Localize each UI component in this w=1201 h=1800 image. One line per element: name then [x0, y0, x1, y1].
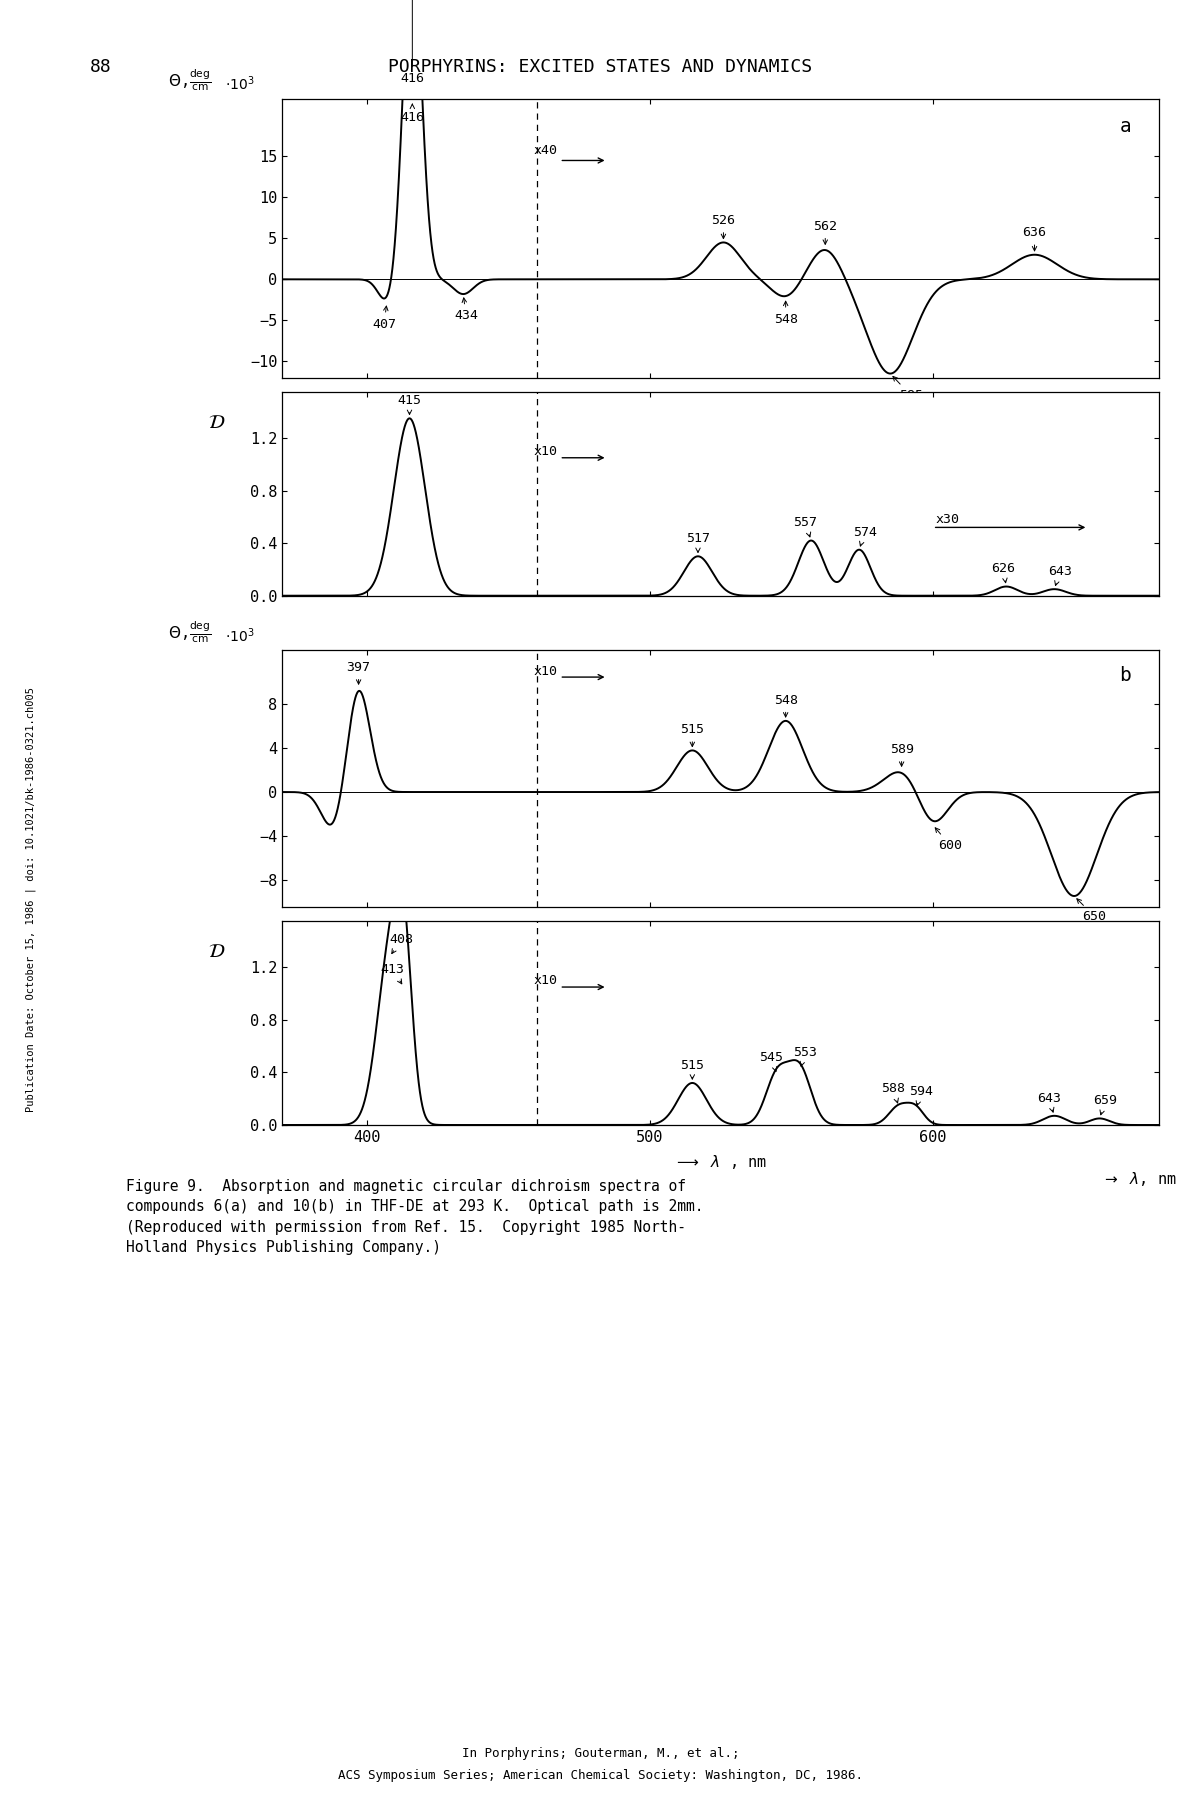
- Text: 588: 588: [882, 1082, 906, 1103]
- Text: Publication Date: October 15, 1986 | doi: 10.1021/bk-1986-0321.ch005: Publication Date: October 15, 1986 | doi…: [26, 688, 36, 1112]
- Text: 416: 416: [400, 0, 424, 85]
- Text: 574: 574: [853, 526, 877, 545]
- Text: 600: 600: [936, 828, 962, 851]
- Text: 515: 515: [680, 724, 704, 747]
- Text: 515: 515: [680, 1058, 704, 1078]
- Text: a: a: [1119, 117, 1131, 137]
- Text: 517: 517: [686, 533, 710, 553]
- Text: b: b: [1119, 666, 1131, 684]
- Text: 548: 548: [773, 301, 797, 326]
- Text: 416: 416: [400, 104, 424, 124]
- Text: 434: 434: [454, 299, 478, 322]
- Text: 553: 553: [794, 1046, 818, 1066]
- Text: ACS Symposium Series; American Chemical Society: Washington, DC, 1986.: ACS Symposium Series; American Chemical …: [337, 1769, 864, 1782]
- Text: 526: 526: [711, 214, 735, 239]
- Text: x10: x10: [534, 445, 558, 459]
- Text: $\mathcal{D}$: $\mathcal{D}$: [208, 943, 225, 961]
- Text: 626: 626: [991, 562, 1015, 583]
- Text: $\mathcal{D}$: $\mathcal{D}$: [208, 414, 225, 432]
- Text: $\cdot10^3$: $\cdot10^3$: [226, 626, 255, 644]
- Text: 643: 643: [1048, 565, 1072, 585]
- Text: 548: 548: [773, 693, 797, 716]
- Text: 415: 415: [398, 394, 422, 414]
- Text: $\Theta$,$\frac{\rm deg}{\rm cm}$: $\Theta$,$\frac{\rm deg}{\rm cm}$: [168, 68, 211, 94]
- Text: 643: 643: [1036, 1091, 1060, 1112]
- Text: 545: 545: [759, 1051, 783, 1071]
- Text: x40: x40: [534, 144, 558, 157]
- Text: 408: 408: [389, 932, 413, 954]
- Text: 407: 407: [372, 306, 396, 331]
- Text: Figure 9.  Absorption and magnetic circular dichroism spectra of
compounds 6(a) : Figure 9. Absorption and magnetic circul…: [126, 1179, 704, 1255]
- Text: 562: 562: [813, 220, 837, 245]
- X-axis label: $\longrightarrow$ $\lambda$ , nm: $\longrightarrow$ $\lambda$ , nm: [674, 1154, 767, 1172]
- Text: 659: 659: [1093, 1094, 1117, 1114]
- Text: In Porphyrins; Gouterman, M., et al.;: In Porphyrins; Gouterman, M., et al.;: [461, 1748, 740, 1760]
- Text: $\rightarrow$ $\lambda$, nm: $\rightarrow$ $\lambda$, nm: [1101, 1170, 1177, 1188]
- Text: x10: x10: [534, 974, 558, 988]
- Text: $\Theta$,$\frac{\rm deg}{\rm cm}$: $\Theta$,$\frac{\rm deg}{\rm cm}$: [168, 619, 211, 644]
- Text: 413: 413: [381, 963, 405, 985]
- Text: 636: 636: [1022, 227, 1046, 250]
- Text: x10: x10: [534, 664, 558, 679]
- Text: x30: x30: [936, 513, 960, 526]
- Text: PORPHYRINS: EXCITED STATES AND DYNAMICS: PORPHYRINS: EXCITED STATES AND DYNAMICS: [388, 58, 813, 76]
- Text: 397: 397: [347, 661, 371, 684]
- Text: 650: 650: [1077, 898, 1106, 923]
- Text: 88: 88: [90, 58, 112, 76]
- Text: $\cdot10^3$: $\cdot10^3$: [226, 76, 255, 94]
- Text: 585: 585: [892, 376, 922, 401]
- Text: 589: 589: [890, 743, 914, 767]
- Text: 557: 557: [794, 517, 818, 536]
- Text: 594: 594: [909, 1085, 933, 1105]
